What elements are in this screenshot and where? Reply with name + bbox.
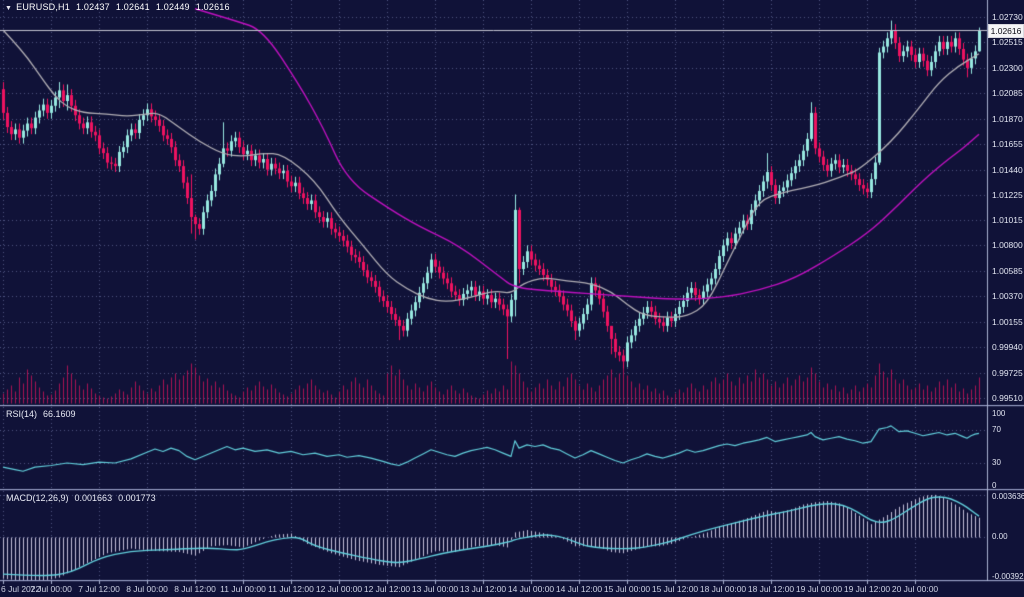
mt4-chart-window: ▼ EURUSD,H1 1.02437 1.02641 1.02449 1.02616 R… — [0, 0, 1024, 597]
chart-canvas[interactable] — [0, 0, 1024, 597]
